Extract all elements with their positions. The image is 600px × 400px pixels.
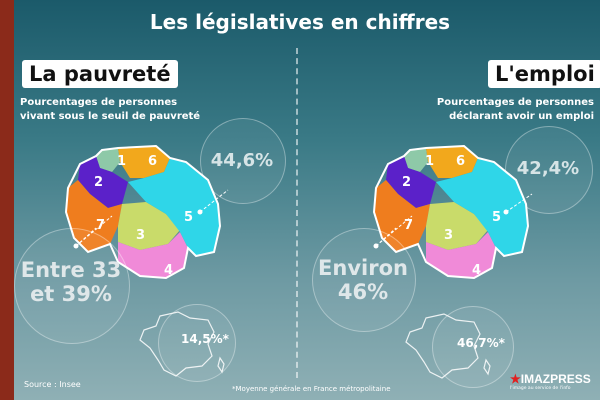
right-district-2 [386,156,436,208]
footnote: *Moyenne générale en France métropolitai… [232,385,391,393]
right-label-1: 1 [425,154,434,169]
left-range-bubble [14,228,130,344]
right-label-7: 7 [404,218,413,233]
left-district-1 [96,148,120,172]
right-reunion-map: 1 2 3 4 5 6 7 [372,144,530,280]
left-france-value: 14,5%* [181,332,229,346]
right-district-6 [426,146,478,178]
right-region5-value: 42,4% [516,158,580,179]
right-district-4 [426,232,496,278]
imazpress-logo: ★IMAZPRESS l'image au service de l'info [510,372,591,391]
center-divider [296,48,298,378]
right-france-value: 46,7%* [457,336,505,350]
logo-text: IMAZPRESS [520,372,591,386]
left-label-1: 1 [117,154,126,169]
left-region5-value: 44,6% [210,150,274,171]
left-district-2 [78,156,128,208]
left-label-6: 6 [148,154,157,169]
right-label-5: 5 [492,210,501,225]
left-district-4 [118,232,188,278]
left-district-5 [128,158,220,256]
right-label-4: 4 [472,263,481,278]
left-subtitle: Pourcentages de personnes vivant sous le… [20,97,201,122]
left-france-bubble [158,304,236,382]
left-district-6 [118,146,170,178]
right-subtitle: Pourcentages de personnes déclarant avoi… [436,97,594,122]
left-accent-strip [0,0,14,400]
right-district-5 [436,158,528,256]
left-region5-bubble [200,118,286,204]
right-range-bubble [312,228,416,332]
right-district-3 [426,202,488,250]
right-label-6: 6 [456,154,465,169]
left-heading: La pauvreté [22,60,178,88]
page-title: Les législatives en chiffres [149,10,451,34]
right-district-1 [404,148,428,172]
right-range-value: Environ 46% [318,256,408,305]
source-note: Source : Insee [24,380,81,389]
right-label-2: 2 [402,175,411,190]
left-label-4: 4 [164,263,173,278]
left-label-3: 3 [136,228,145,243]
left-district-3 [118,202,180,250]
left-label-2: 2 [94,175,103,190]
logo-tagline: l'image au service de l'info [510,386,571,391]
right-label-3: 3 [444,228,453,243]
right-france-bubble [432,306,514,388]
left-range-value: Entre 33 et 39% [20,258,122,307]
logo-star-icon: ★ [510,372,521,386]
left-label-5: 5 [184,210,193,225]
right-heading: L'emploi [488,60,600,88]
